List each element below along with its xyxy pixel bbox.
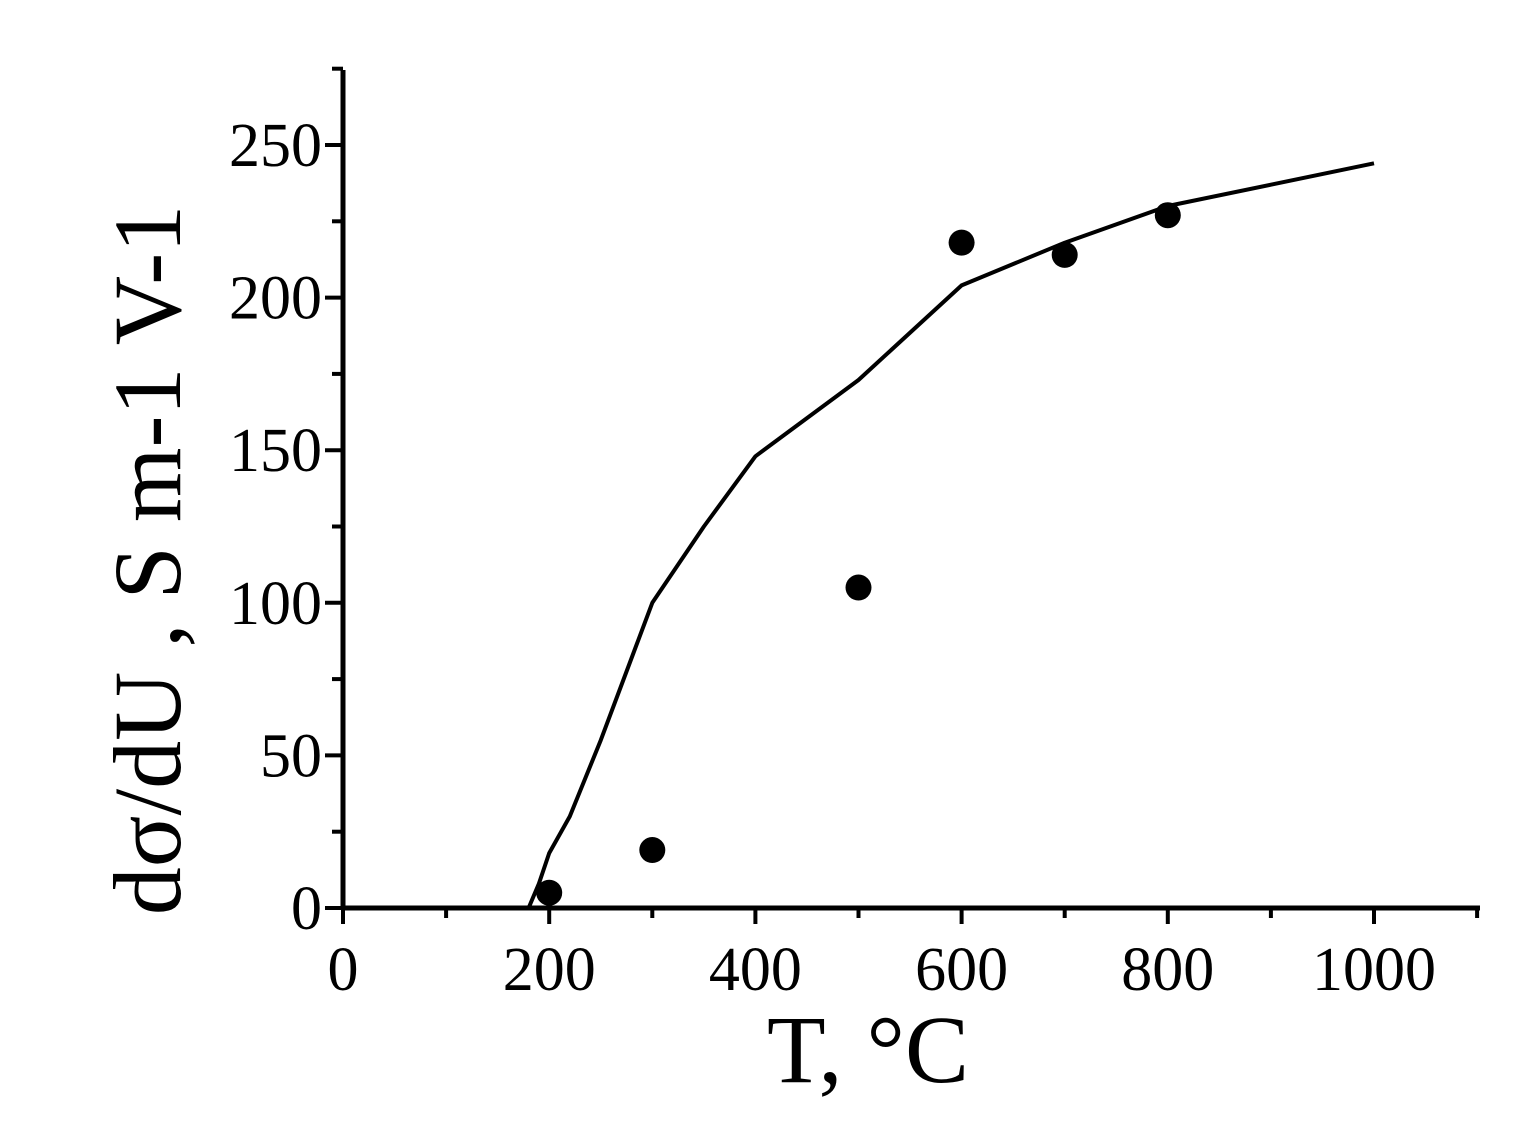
y-tick-label: 50 [260,722,322,790]
data-point [639,837,666,864]
x-tick-label: 1000 [1312,936,1436,1004]
y-tick-label: 0 [291,875,322,943]
y-tick-label: 250 [229,112,322,180]
data-point [948,229,975,256]
data-point [845,574,872,601]
x-tick-label: 200 [503,936,596,1004]
data-point [536,879,563,906]
x-tick-label: 600 [915,936,1008,1004]
svg-text:dσ/dU , S m-1 V-1: dσ/dU , S m-1 V-1 [94,205,201,916]
y-axis-title-text: dσ/dU , S m-1 V-1 [94,205,201,916]
data-point [1051,241,1078,268]
y-tick-label: 150 [229,417,322,485]
x-tick-label: 400 [709,936,802,1004]
tick-labels: 0 200 400 600 800 1000 0 50 100 150 200 250 [229,112,1436,1004]
x-tick-label: 800 [1121,936,1214,1004]
y-axis-title: dσ/dU , S m-1 V-1 [94,205,201,916]
y-tick-label: 200 [229,265,322,333]
fit-curve-line [526,161,1375,909]
x-axis-title-text: T, °C [767,996,969,1103]
axes [340,70,1480,911]
x-tick-label: 0 [328,936,359,1004]
series-layer [526,161,1375,909]
ticks [325,66,1480,924]
x-axis-title: T, °C [767,996,969,1103]
y-tick-label: 100 [229,570,322,638]
